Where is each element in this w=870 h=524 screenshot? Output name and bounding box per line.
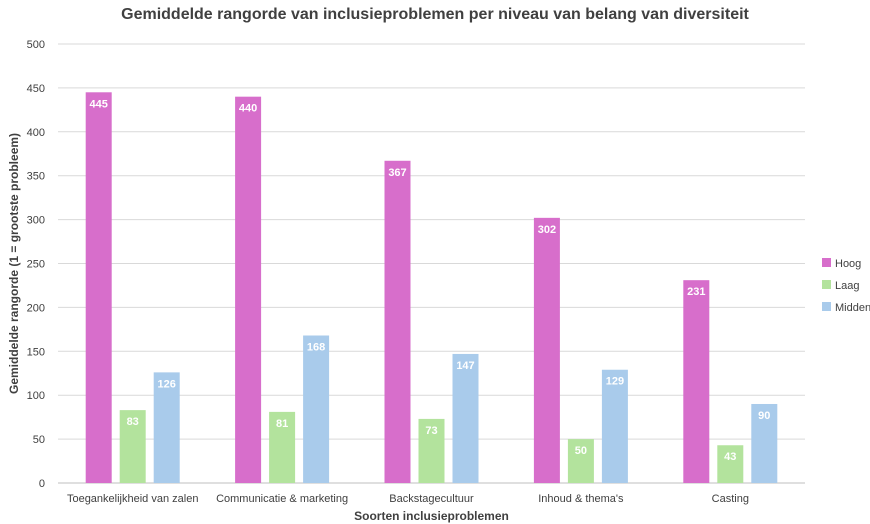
y-tick-label: 0 xyxy=(39,478,45,490)
data-label: 445 xyxy=(90,98,108,110)
bar-hoog xyxy=(683,280,710,483)
y-tick-label: 50 xyxy=(33,434,45,446)
y-tick-label: 100 xyxy=(27,390,45,402)
y-tick-label: 500 xyxy=(27,39,45,51)
legend-swatch-midden xyxy=(822,302,831,311)
bar-laag xyxy=(119,410,146,483)
bar-laag xyxy=(717,445,744,483)
y-axis-title: Gemiddelde rangorde (1 = grootste proble… xyxy=(7,133,21,394)
data-label: 83 xyxy=(127,416,139,428)
y-tick-label: 200 xyxy=(27,302,45,314)
x-tick-label: Toegankelijkheid van zalen xyxy=(67,493,198,505)
legend-swatch-laag xyxy=(822,280,831,289)
bar-midden xyxy=(601,369,628,483)
data-label: 302 xyxy=(538,224,556,236)
bar-laag xyxy=(418,418,445,483)
y-tick-label: 450 xyxy=(27,83,45,95)
data-label: 168 xyxy=(307,341,325,353)
bar-midden xyxy=(303,335,330,483)
legend: Hoog Laag Midden xyxy=(822,258,870,314)
data-label: 129 xyxy=(606,376,624,388)
data-label: 73 xyxy=(425,425,437,437)
data-label: 440 xyxy=(239,103,257,115)
y-tick-label: 250 xyxy=(27,259,45,271)
bar-hoog xyxy=(533,217,560,483)
y-tick-labels: 0 50 100 150 200 250 300 350 400 450 500 xyxy=(27,39,45,490)
chart-title: Gemiddelde rangorde van inclusieprobleme… xyxy=(121,6,749,23)
x-axis-title: Soorten inclusieproblemen xyxy=(354,509,509,523)
bars xyxy=(85,92,778,484)
bar-hoog xyxy=(235,96,262,484)
legend-label-midden: Midden xyxy=(835,302,870,314)
bar-midden xyxy=(751,403,778,483)
y-tick-label: 150 xyxy=(27,346,45,358)
bar-midden xyxy=(153,372,180,483)
data-label: 367 xyxy=(388,167,406,179)
legend-label-laag: Laag xyxy=(835,280,859,292)
bar-hoog xyxy=(384,160,411,484)
data-label: 231 xyxy=(687,286,705,298)
data-label: 50 xyxy=(575,445,587,457)
data-labels: 445 83 126 440 81 168 367 73 147 302 50 129 231 43 90 xyxy=(90,98,771,463)
data-label: 81 xyxy=(276,418,288,430)
x-tick-label: Backstagecultuur xyxy=(389,493,474,505)
data-label: 43 xyxy=(724,451,736,463)
legend-label-hoog: Hoog xyxy=(835,258,861,270)
x-tick-label: Communicatie & marketing xyxy=(216,493,348,505)
y-tick-label: 400 xyxy=(27,127,45,139)
bar-laag xyxy=(269,411,296,483)
data-label: 126 xyxy=(158,378,176,390)
data-label: 147 xyxy=(456,360,474,372)
bar-midden xyxy=(452,353,479,483)
category-labels: Toegankelijkheid van zalen Communicatie &… xyxy=(67,493,749,505)
legend-swatch-hoog xyxy=(822,258,831,267)
y-tick-label: 300 xyxy=(27,215,45,227)
y-tick-label: 350 xyxy=(27,171,45,183)
x-tick-label: Casting xyxy=(712,493,749,505)
x-tick-label: Inhoud & thema's xyxy=(538,493,624,505)
bar-laag xyxy=(567,439,594,483)
bar-hoog xyxy=(85,92,112,483)
data-label: 90 xyxy=(758,410,770,422)
